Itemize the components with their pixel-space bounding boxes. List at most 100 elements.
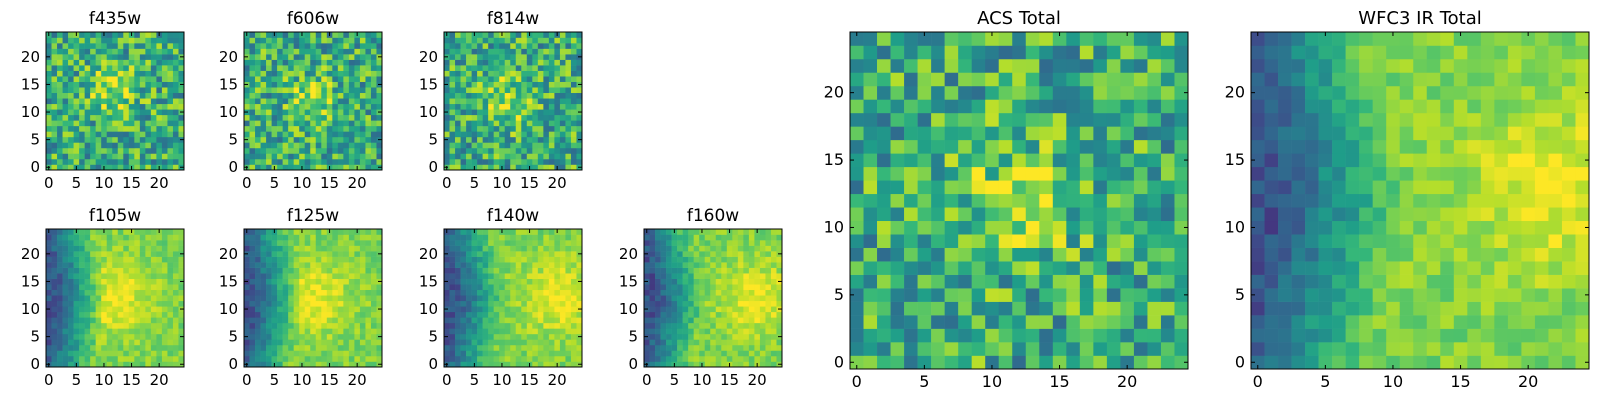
heatmap-cell	[515, 344, 522, 351]
heatmap-cell	[299, 120, 306, 127]
heatmap-cell	[57, 355, 63, 362]
heatmap-cell	[548, 70, 555, 77]
heatmap-cell	[726, 350, 733, 357]
heatmap-cell	[178, 300, 185, 307]
heatmap-cell	[460, 267, 467, 274]
heatmap-cell	[293, 251, 300, 257]
heatmap-cell	[95, 70, 102, 77]
heatmap-cell	[348, 229, 355, 235]
heatmap-cell	[167, 256, 174, 263]
heatmap-cell	[112, 37, 119, 44]
heatmap-cell	[565, 142, 572, 149]
heatmap-cell	[101, 350, 108, 357]
heatmap-cell	[743, 245, 750, 252]
heatmap-cell	[477, 240, 483, 246]
heatmap-cell	[510, 158, 517, 165]
heatmap-cell	[543, 339, 550, 346]
heatmap-cell	[304, 153, 311, 160]
heatmap-cell	[73, 103, 80, 110]
heatmap-cell	[559, 306, 566, 313]
heatmap-cell	[677, 267, 683, 274]
heatmap-cell	[726, 339, 733, 346]
heatmap-cell	[249, 256, 256, 263]
heatmap-cell	[477, 317, 483, 324]
heatmap-cell	[62, 147, 69, 154]
heatmap-cell	[548, 317, 555, 324]
heatmap-cell	[299, 114, 306, 121]
heatmap-cell	[449, 70, 456, 77]
heatmap-cell	[721, 256, 728, 263]
heatmap-cell	[73, 267, 80, 274]
heatmap-cell	[51, 87, 58, 94]
heatmap-cell	[559, 81, 566, 88]
heatmap-cell	[455, 153, 461, 160]
x-tick-label: 0	[242, 371, 252, 389]
heatmap-cell	[172, 54, 179, 60]
heatmap-cell	[776, 339, 783, 346]
heatmap-cell	[515, 295, 522, 302]
heatmap-cell	[471, 87, 478, 94]
heatmap-cell	[1160, 247, 1175, 262]
heatmap-cell	[359, 81, 366, 88]
heatmap-cell	[337, 339, 344, 346]
heatmap-cell	[106, 344, 113, 351]
heatmap-cell	[178, 59, 185, 66]
heatmap-cell	[958, 355, 972, 370]
heatmap-cell	[666, 361, 672, 368]
heatmap-cell	[150, 136, 157, 143]
heatmap-cell	[559, 284, 566, 291]
heatmap-cell	[688, 300, 694, 307]
heatmap-cell	[249, 114, 256, 121]
heatmap-cell	[510, 32, 517, 38]
heatmap-cell	[277, 311, 283, 318]
heatmap-cell	[337, 81, 344, 88]
heatmap-cell	[510, 65, 517, 71]
heatmap-cell	[863, 261, 878, 275]
heatmap-cell	[548, 158, 555, 165]
heatmap-cell	[282, 262, 289, 268]
heatmap-cell	[655, 229, 661, 235]
heatmap-cell	[266, 317, 272, 324]
heatmap-cell	[282, 153, 289, 160]
heatmap-cell	[354, 136, 361, 143]
heatmap-cell	[776, 240, 783, 246]
heatmap-cell	[477, 311, 483, 318]
heatmap-cell	[726, 322, 733, 329]
heatmap-cell	[172, 322, 179, 329]
heatmap-cell	[743, 284, 750, 291]
heatmap-cell	[84, 234, 91, 241]
heatmap-cell	[455, 300, 461, 307]
heatmap-cell	[776, 234, 783, 241]
heatmap-cell	[337, 328, 344, 335]
heatmap-cell	[477, 59, 483, 66]
heatmap-cell	[576, 317, 583, 324]
heatmap-cell	[326, 147, 333, 154]
heatmap-cell	[721, 251, 728, 257]
heatmap-cell	[449, 147, 456, 154]
heatmap-cell	[1066, 288, 1081, 302]
heatmap-cell	[123, 37, 130, 44]
heatmap-cell	[466, 76, 472, 82]
heatmap-cell	[504, 300, 511, 307]
heatmap-cell	[57, 267, 63, 274]
heatmap-cell	[671, 273, 678, 279]
heatmap-cell	[315, 142, 322, 149]
heatmap-cell	[682, 300, 689, 307]
heatmap-cell	[326, 54, 333, 60]
heatmap-cell	[537, 153, 544, 160]
heatmap-cell	[466, 344, 472, 351]
heatmap-cell	[51, 32, 58, 38]
heatmap-cell	[139, 92, 146, 99]
heatmap-cell	[90, 278, 96, 285]
heatmap-cell	[554, 344, 561, 351]
heatmap-cell	[444, 125, 450, 132]
heatmap-cell	[1052, 234, 1067, 248]
heatmap-cell	[754, 317, 761, 324]
heatmap-cell	[134, 311, 141, 318]
heatmap-cell	[471, 333, 478, 340]
heatmap-cell	[971, 220, 986, 235]
heatmap-cell	[359, 109, 366, 116]
heatmap-cell	[68, 65, 74, 71]
heatmap-cell	[354, 114, 361, 121]
heatmap-cell	[282, 76, 289, 82]
